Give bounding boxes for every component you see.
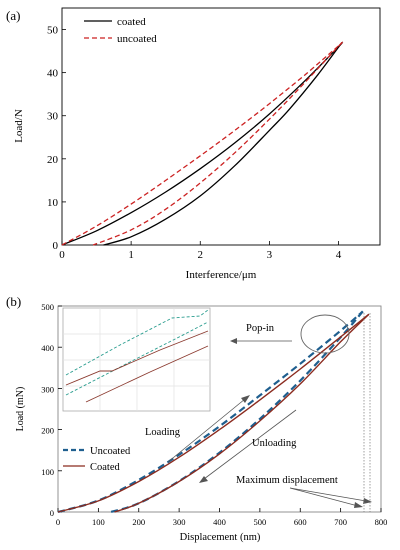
panel-a-curves [61, 41, 344, 246]
panel-a-y-tick-label: 10 [47, 197, 59, 209]
max-disp-arrow-1 [289, 487, 359, 507]
panel-b-x-axis-label: Displacement (nm) [180, 532, 261, 543]
panel-b-uncoated-unloading-curve [110, 310, 364, 514]
panel-a-x-tick-label: 4 [336, 249, 342, 261]
panel-a-legend: coated uncoated [80, 12, 164, 48]
maximum-displacement-annotation: Maximum displacement [236, 313, 372, 512]
unloading-arrow [203, 409, 297, 480]
panel-b: (b) 0 100 200 300 400 500 600 700 800 0 100 200 300 4… [6, 294, 387, 543]
panel-b-x-tick-label: 400 [213, 517, 226, 527]
pop-in-annotation: Pop-in [230, 314, 350, 354]
unloading-annotation: Unloading [199, 409, 297, 483]
panel-b-x-tick-label: 700 [334, 517, 347, 527]
panel-b-ticks: 0 100 200 300 400 500 600 700 800 0 100 200 300 400 50… [41, 302, 387, 527]
panel-b-x-tick-label: 200 [132, 517, 145, 527]
panel-a-coated-unloading-curve [103, 42, 343, 246]
panel-b-coated-unloading-curve [114, 313, 370, 513]
panel-a-y-tick-label: 20 [47, 154, 59, 166]
panel-b-x-tick-label: 800 [375, 517, 388, 527]
inset-uncoated-loading [65, 309, 209, 376]
loading-annotation: Loading [145, 395, 250, 463]
inset-frame [62, 307, 211, 412]
pop-in-arrowhead [230, 338, 237, 344]
panel-b-x-tick-label: 600 [294, 517, 307, 527]
panel-b-label: (b) [6, 294, 21, 309]
legend-label-coated: coated [117, 16, 146, 28]
panel-a-label: (a) [6, 8, 20, 23]
panel-a-x-tick-label: 1 [128, 249, 134, 261]
panel-a-y-tick-label: 30 [47, 111, 59, 123]
inset-gridlines [63, 308, 210, 411]
panel-b-curves [57, 310, 370, 514]
pop-in-circle [300, 314, 350, 354]
legend-box [80, 12, 164, 48]
panel-a-y-tick-label: 40 [47, 68, 59, 80]
unloading-label: Unloading [252, 438, 297, 449]
inset-coated-loading [65, 330, 209, 386]
panel-a-y-axis-label: Load/N [13, 109, 25, 143]
panel-b-legend: Uncoated Coated [63, 446, 131, 473]
panel-b-y-tick-label: 200 [41, 426, 54, 436]
panel-a-x-tick-label: 0 [59, 249, 65, 261]
panel-a-y-tick-label: 0 [53, 240, 59, 252]
panel-a-uncoated-unloading-curve [92, 42, 343, 246]
panel-a-x-axis-label: Interference/μm [186, 269, 257, 281]
panel-a-frame [61, 7, 381, 246]
panel-b-x-tick-label: 100 [92, 517, 105, 527]
inset-coated-unloading [85, 345, 209, 403]
max-disp-arrow-2 [289, 487, 367, 502]
maximum-displacement-label: Maximum displacement [236, 475, 338, 486]
legend-label-uncoated: uncoated [117, 33, 157, 45]
inset-zoom [62, 307, 211, 412]
panel-b-x-tick-label: 300 [173, 517, 186, 527]
loading-arrow [167, 398, 246, 463]
max-disp-arrowhead-1 [354, 502, 363, 508]
unloading-arrowhead [199, 476, 208, 483]
panel-a-uncoated-loading-curve [61, 41, 344, 246]
legend-label-coated-b: Coated [90, 462, 120, 473]
panel-b-x-tick-label: 500 [254, 517, 267, 527]
panel-b-y-tick-label: 0 [50, 508, 54, 518]
panel-a-x-tick-label: 2 [198, 249, 204, 261]
panel-b-x-tick-label: 0 [56, 517, 60, 527]
panel-b-y-axis-label: Load (mN) [15, 387, 26, 432]
panel-a-y-tick-label: 50 [47, 25, 59, 37]
inset-uncoated-unloading [65, 321, 209, 396]
panel-b-coated-loading-curve [57, 313, 370, 513]
legend-label-uncoated-b: Uncoated [90, 446, 131, 457]
panel-b-y-tick-label: 100 [41, 467, 54, 477]
panel-b-y-tick-label: 300 [41, 384, 54, 394]
loading-arrowhead [241, 395, 250, 403]
loading-label: Loading [145, 427, 181, 438]
panel-b-y-tick-label: 400 [41, 343, 54, 353]
panel-b-y-tick-label: 500 [41, 302, 54, 312]
panel-a-coated-loading-curve [61, 41, 344, 246]
panel-a-x-tick-label: 3 [267, 249, 273, 261]
pop-in-label: Pop-in [246, 323, 275, 334]
